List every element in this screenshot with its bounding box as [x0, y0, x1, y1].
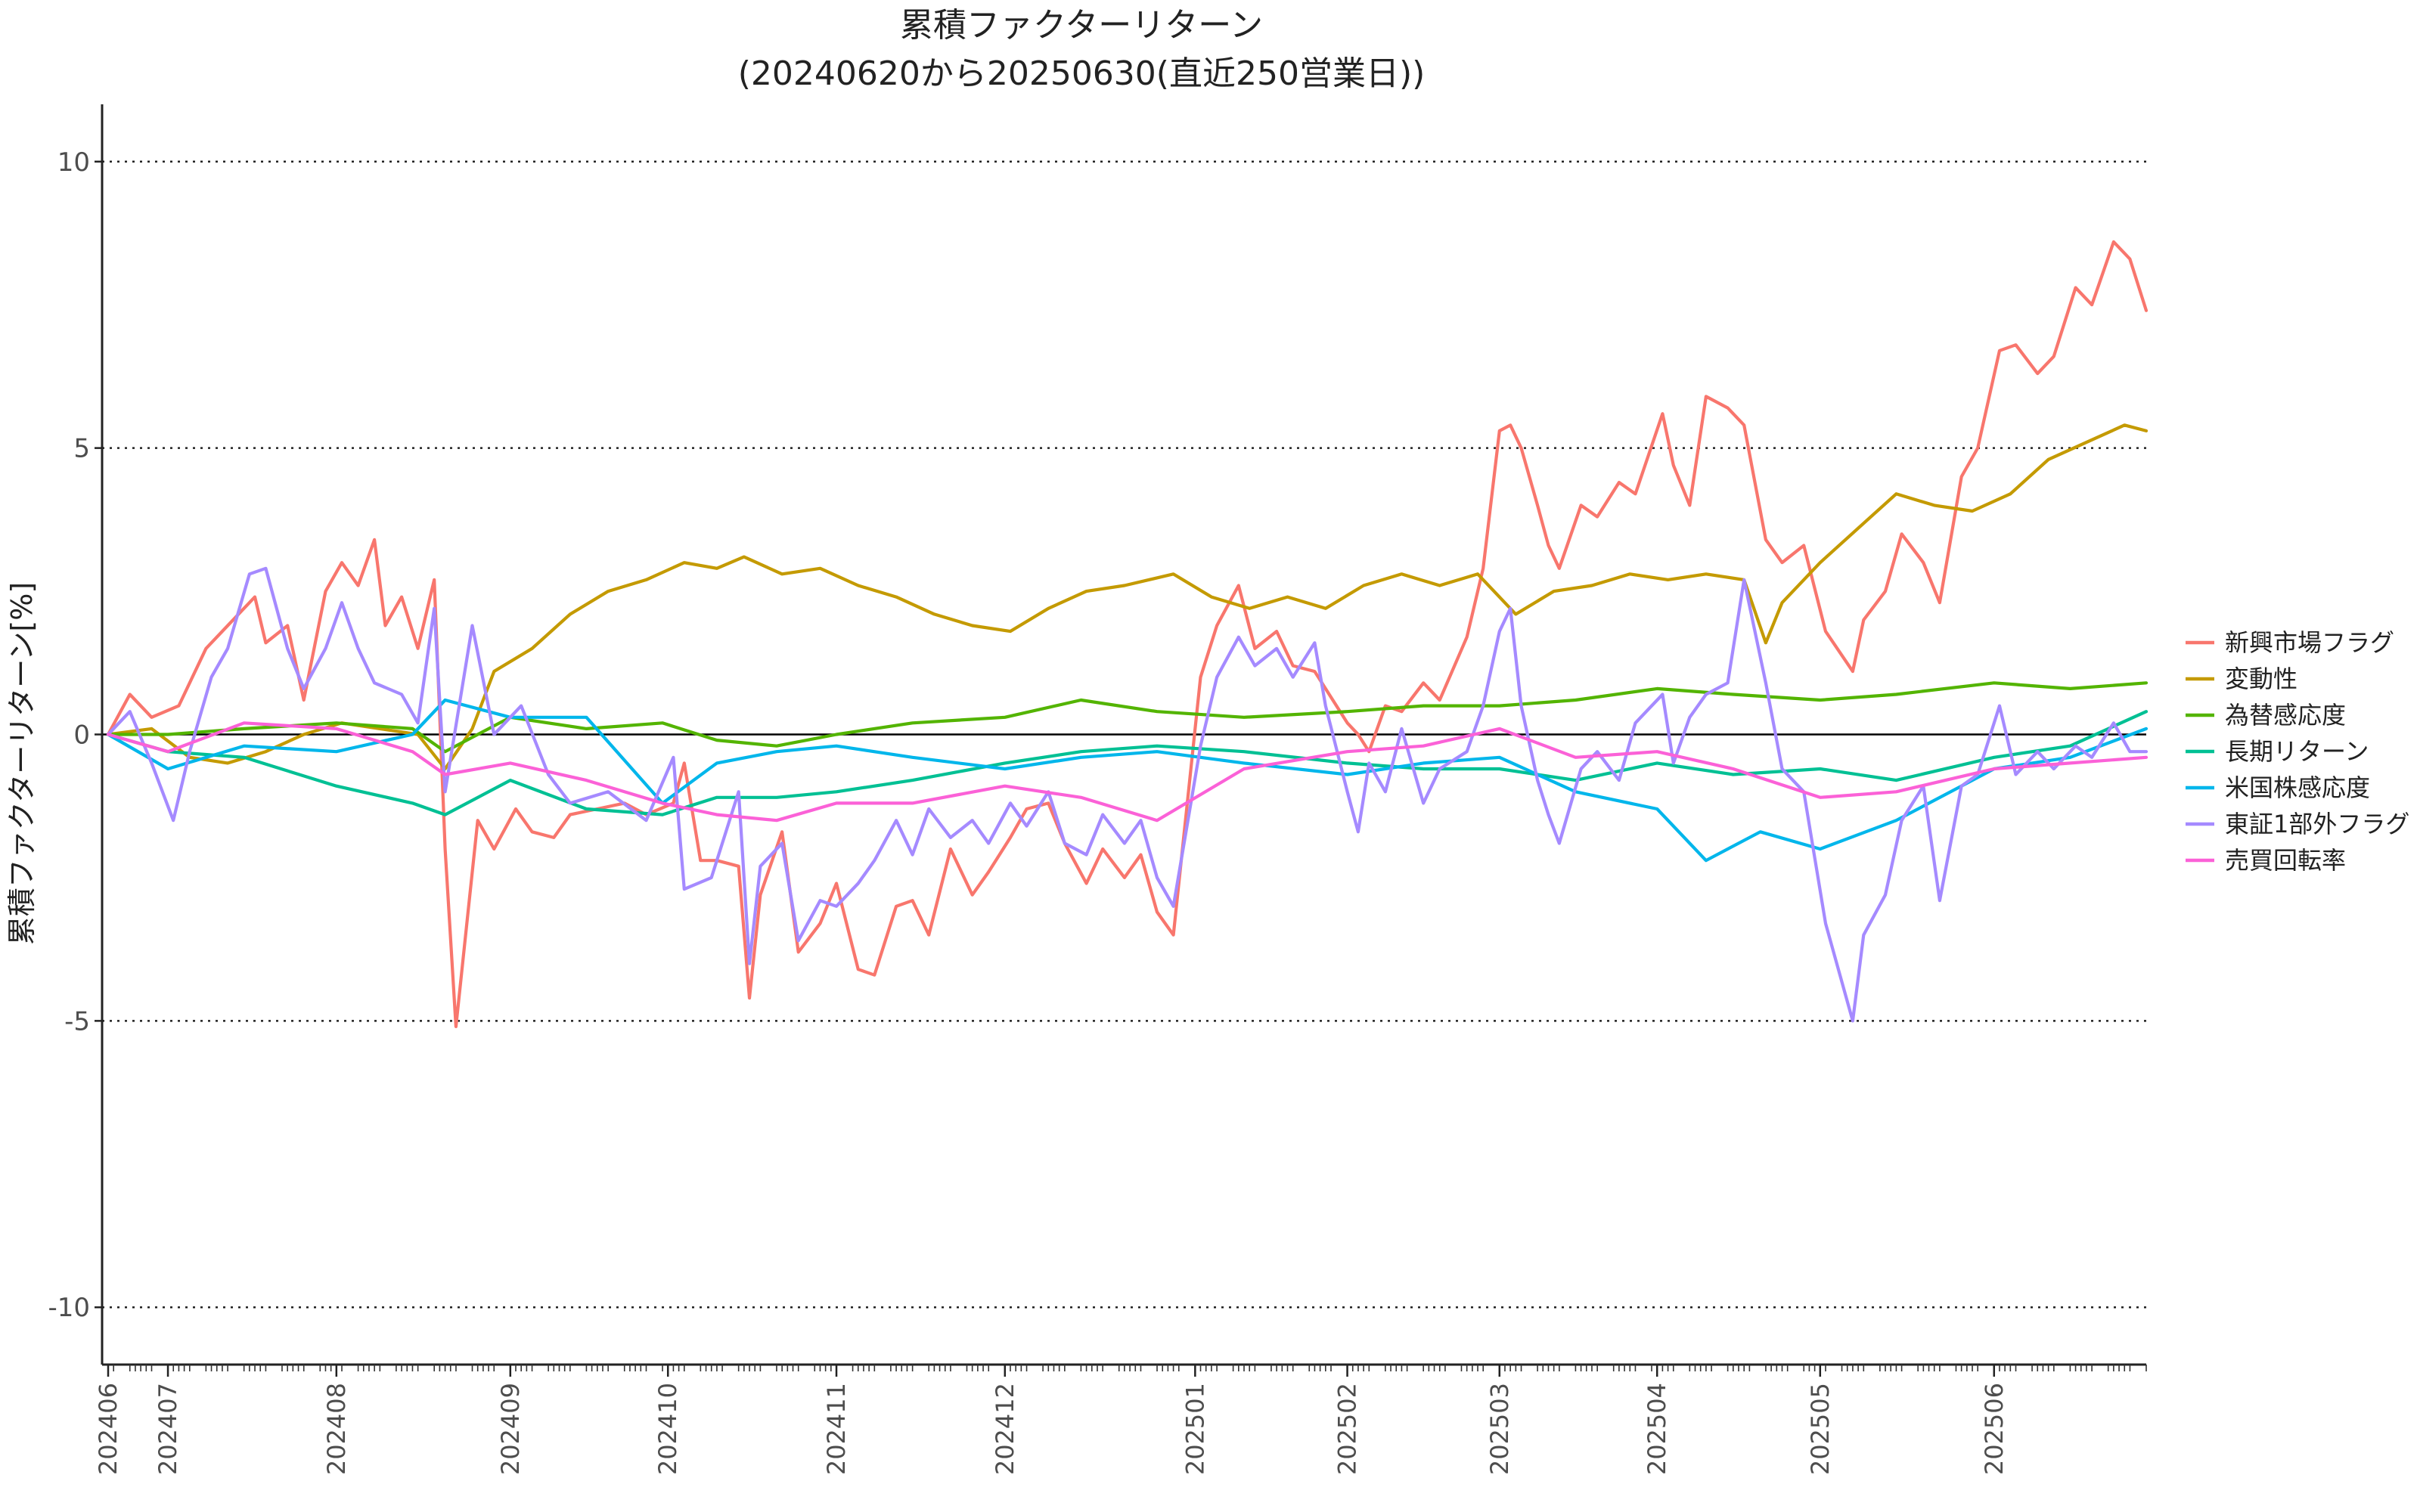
- legend-label: 米国株感応度: [2225, 773, 2370, 802]
- x-tick-label: 202501: [1181, 1383, 1209, 1475]
- legend-label: 新興市場フラグ: [2225, 628, 2394, 657]
- x-tick-label: 202411: [822, 1383, 851, 1475]
- x-tick-label: 202406: [94, 1383, 123, 1475]
- legend-label: 長期リターン: [2225, 737, 2369, 766]
- series-line-5: [106, 566, 2149, 1023]
- series-line-6: [106, 721, 2149, 823]
- series-lines: [106, 240, 2149, 1029]
- series-line-2: [106, 681, 2149, 754]
- x-tick-label: 202408: [322, 1383, 351, 1475]
- series-line-1: [106, 423, 2149, 771]
- x-tick-label: 202503: [1485, 1383, 1514, 1475]
- x-tick-label: 202410: [653, 1383, 682, 1475]
- x-tick-label: 202505: [1806, 1383, 1835, 1475]
- y-tick-label: -10: [48, 1293, 90, 1323]
- y-axis-ticks: 10 5 0 -5 -10: [48, 147, 102, 1323]
- x-tick-label: 202506: [1980, 1383, 2009, 1475]
- x-tick-label: 202502: [1333, 1383, 1362, 1475]
- x-tick-label: 202412: [991, 1383, 1019, 1475]
- y-tick-label: 5: [73, 434, 90, 464]
- x-tick-label: 202504: [1643, 1383, 1671, 1475]
- x-tick-label: 202409: [496, 1383, 525, 1475]
- series-line-0: [106, 240, 2149, 1029]
- chart-subtitle: (20240620から20250630(直近250営業日)): [738, 54, 1426, 93]
- x-tick-label: 202407: [154, 1383, 182, 1475]
- legend-label: 東証1部外フラグ: [2225, 810, 2409, 838]
- y-tick-label: 0: [73, 720, 90, 751]
- y-axis-label: 累積ファクターリターン[%]: [5, 582, 39, 945]
- y-tick-label: 10: [57, 147, 90, 178]
- legend-label: 変動性: [2225, 665, 2297, 693]
- y-tick-label: -5: [64, 1006, 90, 1036]
- x-axis-ticks: 202406 202407 202408 202409 202410 202411 2024…: [94, 1365, 2147, 1475]
- legend-label: 売買回転率: [2225, 846, 2346, 875]
- series-line-3: [106, 710, 2149, 816]
- chart-title: 累積ファクターリターン: [900, 6, 1263, 45]
- legend-label: 為替感応度: [2225, 701, 2346, 730]
- series-line-4: [106, 698, 2149, 863]
